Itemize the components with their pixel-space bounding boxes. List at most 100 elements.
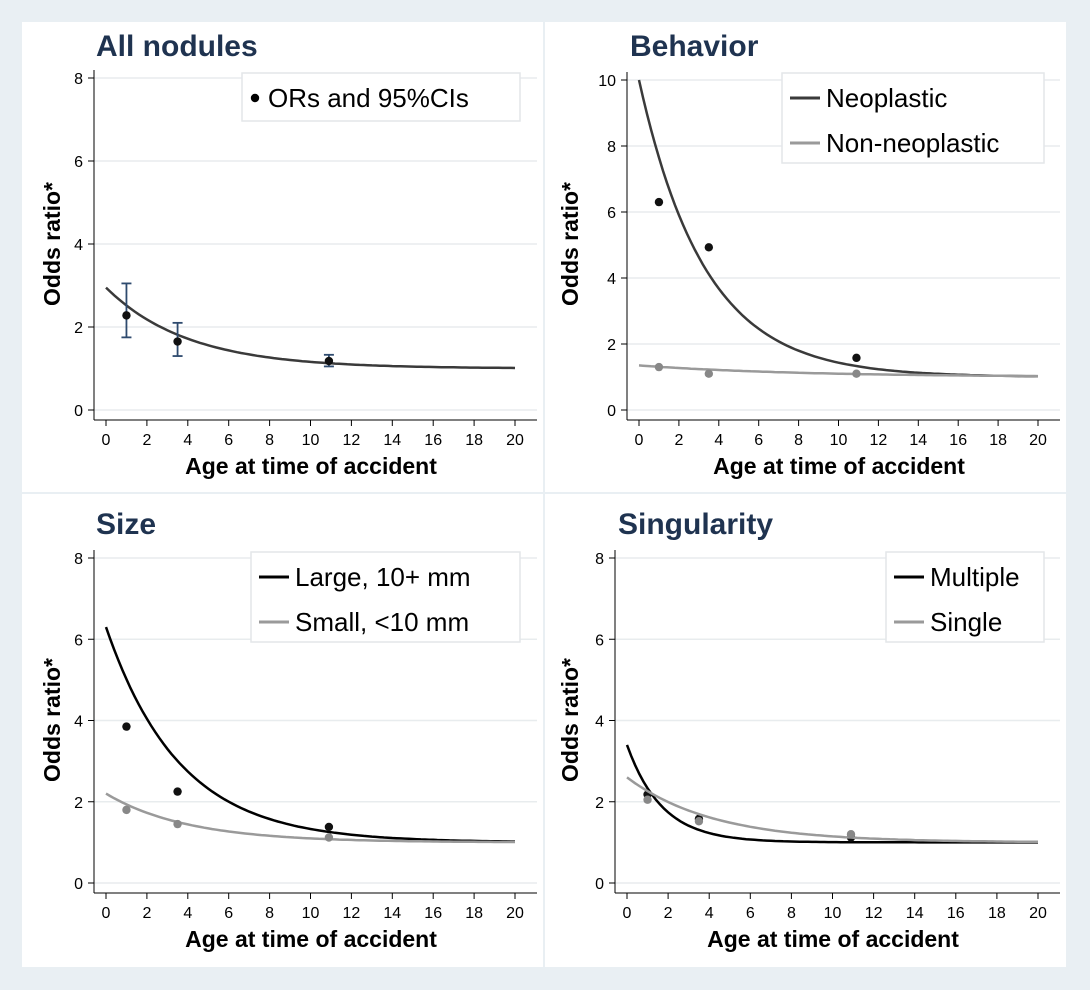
y-axis-title: Odds ratio* xyxy=(39,182,65,306)
y-tick-label: 4 xyxy=(607,271,616,288)
x-tick-label: 8 xyxy=(265,905,274,922)
y-axis-title: Odds ratio* xyxy=(557,182,583,306)
x-tick-label: 20 xyxy=(506,905,524,922)
data-point-neoplastic xyxy=(654,197,664,207)
data-point-neoplastic xyxy=(852,353,861,363)
data-point-series-0 xyxy=(173,337,182,346)
x-tick-label: 0 xyxy=(623,905,632,922)
x-tick-label: 4 xyxy=(183,432,192,449)
fit-curve-series-0 xyxy=(105,286,516,370)
legend-box xyxy=(250,551,521,643)
x-tick-label: 4 xyxy=(183,905,192,922)
x-tick-label: 8 xyxy=(265,432,274,449)
y-tick-label: 4 xyxy=(74,237,83,254)
y-tick-label: 2 xyxy=(74,320,83,337)
data-point-large-10-mm xyxy=(324,822,334,832)
y-tick-label: 2 xyxy=(74,795,83,812)
panel-title: All nodules xyxy=(96,30,258,63)
data-point-single xyxy=(643,795,652,804)
x-tick-label: 18 xyxy=(465,432,483,449)
legend: Large, 10+ mm Small, <10 mm xyxy=(250,551,521,643)
x-tick-label: 12 xyxy=(865,905,883,922)
fit-curve-single xyxy=(626,776,1038,844)
x-tick-label: 6 xyxy=(224,432,233,449)
fit-curve-non-neoplastic xyxy=(638,364,1039,378)
y-tick-label: 8 xyxy=(595,551,604,568)
fit-curve-multiple xyxy=(625,744,1038,844)
legend-label: Single xyxy=(930,607,1002,637)
x-tick-label: 4 xyxy=(705,905,714,922)
data-point-non-neoplastic xyxy=(704,369,714,378)
y-tick-label: 4 xyxy=(74,714,83,731)
legend-label: Multiple xyxy=(930,562,1020,592)
data-point-non-neoplastic xyxy=(654,362,664,372)
x-tick-label: 2 xyxy=(664,905,673,922)
x-tick-label: 12 xyxy=(870,432,888,449)
data-point-single xyxy=(846,830,856,839)
data-point-single xyxy=(694,817,704,826)
x-tick-label: 4 xyxy=(714,432,723,449)
x-tick-label: 14 xyxy=(906,905,924,922)
x-tick-label: 6 xyxy=(754,432,763,449)
x-tick-label: 16 xyxy=(424,905,442,922)
x-tick-label: 2 xyxy=(674,432,683,449)
fit-curve-large-10-mm xyxy=(104,626,515,843)
x-tick-label: 16 xyxy=(947,905,965,922)
panel-behavior: 0 2 4 6 8 10 0 2 4 6 8 10 12 14 16 18 20 Behavior Age at t… xyxy=(545,22,1066,492)
x-tick-label: 10 xyxy=(830,432,848,449)
x-tick-label: 10 xyxy=(302,432,320,449)
data-point-neoplastic xyxy=(704,243,714,252)
x-axis-title: Age at time of accident xyxy=(707,926,959,952)
legend-swatch-dot xyxy=(250,93,260,103)
panel-title: Size xyxy=(96,508,156,541)
data-point-large-10-mm xyxy=(122,722,131,731)
y-tick-label: 8 xyxy=(74,551,83,568)
legend-label: Non-neoplastic xyxy=(826,128,999,158)
x-tick-label: 18 xyxy=(465,905,483,922)
legend-label: ORs and 95%CIs xyxy=(268,83,469,113)
y-tick-label: 4 xyxy=(595,714,604,731)
x-tick-label: 16 xyxy=(424,432,442,449)
x-axis-title: Age at time of accident xyxy=(713,453,965,479)
x-tick-label: 14 xyxy=(383,905,401,922)
legend: ORs and 95%CIs xyxy=(241,72,521,122)
x-tick-label: 6 xyxy=(224,905,233,922)
x-tick-label: 14 xyxy=(383,432,401,449)
x-tick-label: 6 xyxy=(746,905,755,922)
y-axis-title: Odds ratio* xyxy=(557,658,583,782)
legend-label: Neoplastic xyxy=(826,83,947,113)
data-point-series-0 xyxy=(324,356,334,366)
legend-box xyxy=(781,72,1045,164)
x-tick-label: 0 xyxy=(102,905,111,922)
x-axis-title: Age at time of accident xyxy=(185,453,437,479)
x-tick-label: 20 xyxy=(1029,905,1047,922)
legend-label: Large, 10+ mm xyxy=(295,562,471,592)
y-tick-label: 0 xyxy=(74,876,83,893)
x-tick-label: 12 xyxy=(343,905,361,922)
x-tick-label: 18 xyxy=(988,905,1006,922)
x-axis-title: Age at time of accident xyxy=(185,926,437,952)
x-tick-label: 20 xyxy=(506,432,524,449)
legend: Multiple Single xyxy=(885,551,1045,643)
y-tick-label: 2 xyxy=(595,795,604,812)
y-tick-label: 6 xyxy=(595,632,604,649)
x-tick-label: 16 xyxy=(949,432,967,449)
panel-all-nodules: 0 2 4 6 8 0 2 4 6 8 10 12 14 16 18 20 All nodules Age at … xyxy=(22,22,543,492)
y-tick-label: 10 xyxy=(598,73,616,90)
x-tick-label: 12 xyxy=(343,432,361,449)
panel-size: 0 2 4 6 8 0 2 4 6 8 10 12 14 16 18 20 Size Age at time of… xyxy=(22,494,543,967)
data-point-small-10-mm xyxy=(122,805,131,815)
x-tick-label: 8 xyxy=(794,432,803,449)
x-tick-label: 2 xyxy=(142,905,151,922)
y-tick-label: 0 xyxy=(595,876,604,893)
x-tick-label: 14 xyxy=(909,432,927,449)
panel-title: Singularity xyxy=(618,508,773,541)
panel-singularity: 0 2 4 6 8 0 2 4 6 8 10 12 14 16 18 20 Singularity Age at … xyxy=(545,494,1066,967)
y-tick-label: 8 xyxy=(74,71,83,88)
legend-label: Small, <10 mm xyxy=(295,607,469,637)
x-tick-label: 20 xyxy=(1029,432,1047,449)
y-axis-title: Odds ratio* xyxy=(39,658,65,782)
x-tick-label: 2 xyxy=(142,432,151,449)
data-point-small-10-mm xyxy=(173,819,182,829)
